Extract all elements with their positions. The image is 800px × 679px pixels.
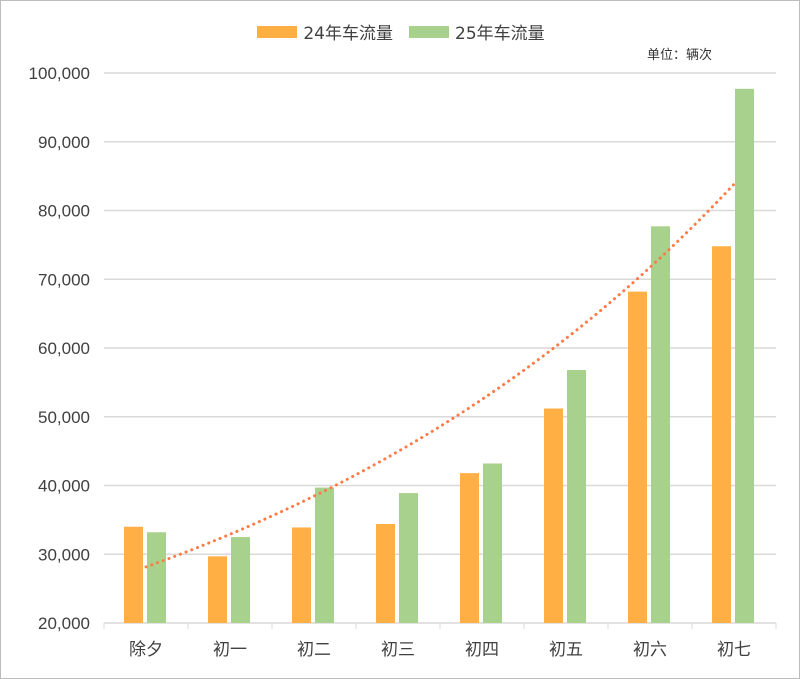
legend-swatch-24 <box>257 25 298 38</box>
y-tick-label: 30,000 <box>38 545 90 564</box>
y-tick-label: 50,000 <box>38 408 90 427</box>
legend-label-24: 24年车流量 <box>303 24 393 44</box>
x-tick-label: 初七 <box>717 640 751 660</box>
y-tick-label: 60,000 <box>38 339 90 358</box>
bar-25 <box>651 226 670 623</box>
legend: 24年车流量 25年车流量 <box>1 19 799 44</box>
bar-25 <box>315 487 334 623</box>
bar-25 <box>483 463 502 623</box>
bar-24 <box>628 291 647 623</box>
bar-25 <box>567 370 586 623</box>
y-tick-label: 90,000 <box>38 133 90 152</box>
y-tick-label: 20,000 <box>38 614 90 633</box>
bar-24 <box>124 526 143 623</box>
bar-25 <box>231 537 250 623</box>
x-tick-label: 除夕 <box>129 640 163 660</box>
bar-25 <box>735 88 754 623</box>
bar-24 <box>460 473 479 623</box>
bar-24 <box>208 556 227 623</box>
y-tick-label: 80,000 <box>38 202 90 221</box>
bar-24 <box>712 246 731 623</box>
legend-item-24: 24年车流量 <box>257 19 393 44</box>
bar-25 <box>147 532 166 623</box>
legend-swatch-25 <box>409 25 449 38</box>
bar-24 <box>376 524 395 623</box>
x-tick-label: 初六 <box>633 640 667 660</box>
legend-item-25: 25年车流量 <box>409 19 545 44</box>
bar-25 <box>399 493 418 623</box>
x-tick-label: 初一 <box>213 640 247 660</box>
x-tick-label: 初二 <box>297 640 331 660</box>
bar-24 <box>544 408 563 623</box>
x-tick-label: 初五 <box>549 640 583 660</box>
x-tick-label: 初四 <box>465 640 499 660</box>
y-tick-label: 70,000 <box>38 270 90 289</box>
bar-24 <box>292 527 311 623</box>
y-tick-label: 40,000 <box>38 477 90 496</box>
legend-label-25: 25年车流量 <box>455 24 545 44</box>
x-tick-label: 初三 <box>381 640 415 660</box>
unit-label: 单位：辆次 <box>647 48 713 63</box>
y-tick-label: 100,000 <box>29 64 90 83</box>
